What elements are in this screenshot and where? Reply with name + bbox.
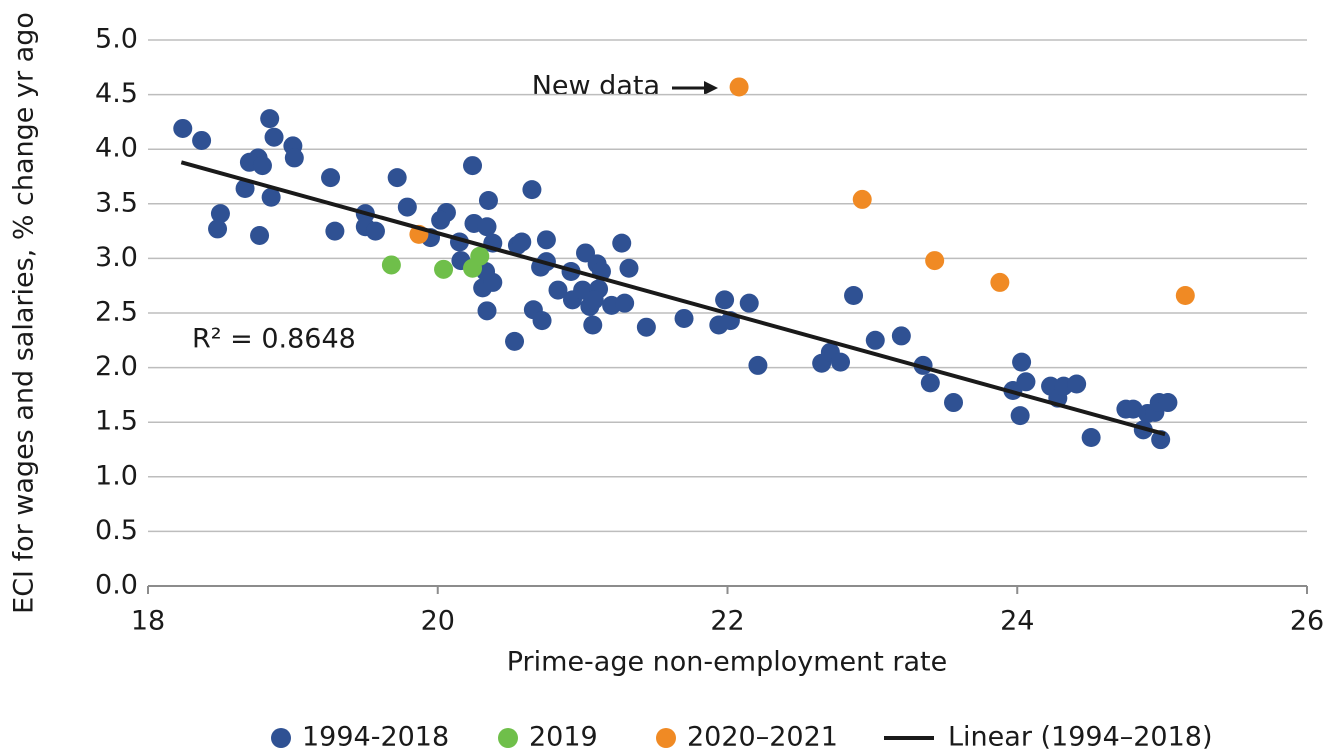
point: [477, 301, 497, 321]
point: [1012, 352, 1032, 372]
point: [1151, 430, 1171, 450]
y-tick-label: 2.5: [95, 297, 138, 328]
legend-label: 2019: [529, 722, 598, 753]
y-tick-label: 4.5: [95, 78, 138, 109]
y-tick-label: 3.0: [95, 242, 138, 273]
point: [865, 330, 885, 350]
legend-label: 2020–2021: [687, 722, 838, 753]
point: [739, 293, 759, 313]
point: [235, 179, 255, 199]
x-tick-label: 22: [710, 606, 744, 637]
point: [1158, 393, 1178, 413]
point: [925, 251, 945, 271]
point: [505, 331, 525, 351]
trendline: [180, 160, 1166, 437]
x-tick-label: 26: [1290, 606, 1324, 637]
point: [1175, 286, 1195, 306]
point: [477, 217, 497, 237]
point: [831, 352, 851, 372]
point: [1016, 372, 1036, 392]
y-tick-label: 0.0: [95, 570, 138, 601]
y-tick-label: 2.0: [95, 351, 138, 382]
point: [636, 317, 656, 337]
annotation: R² = 0.8648: [192, 324, 356, 355]
point: [431, 210, 451, 230]
x-tick-label: 20: [421, 606, 455, 637]
y-tick-label: 3.5: [95, 187, 138, 218]
legend-marker: [498, 728, 518, 748]
point: [210, 204, 230, 224]
point: [674, 308, 694, 328]
point: [536, 230, 556, 250]
point: [1067, 374, 1087, 394]
legend-label: 1994-2018: [302, 722, 449, 753]
point: [387, 168, 407, 188]
point: [990, 272, 1010, 292]
x-tick-label: 18: [131, 606, 165, 637]
point: [252, 156, 272, 176]
point: [173, 118, 193, 138]
legend-marker: [271, 728, 291, 748]
point: [612, 233, 632, 253]
x-axis-label: Prime-age non-employment rate: [507, 647, 948, 678]
point: [260, 109, 280, 129]
y-tick-label: 5.0: [95, 24, 138, 55]
point: [748, 355, 768, 375]
legend-label: Linear (1994–2018): [948, 722, 1213, 753]
point: [715, 290, 735, 310]
y-axis-label: ECI for wages and salaries, % change yr …: [9, 12, 40, 614]
point: [920, 373, 940, 393]
point: [250, 225, 270, 245]
point: [284, 148, 304, 168]
point: [365, 221, 385, 241]
point: [1010, 406, 1030, 426]
y-tick-label: 1.5: [95, 406, 138, 437]
point: [397, 197, 417, 217]
point: [463, 156, 483, 176]
point: [844, 286, 864, 306]
point: [483, 272, 503, 292]
y-tick-label: 1.0: [95, 460, 138, 491]
point: [478, 191, 498, 211]
y-tick-label: 4.0: [95, 133, 138, 164]
point: [321, 168, 341, 188]
point: [891, 326, 911, 346]
point: [532, 311, 552, 331]
point: [729, 77, 749, 97]
point: [470, 246, 490, 266]
point: [381, 255, 401, 275]
point: [583, 315, 603, 335]
point: [325, 221, 345, 241]
point: [512, 232, 532, 252]
point: [1081, 427, 1101, 447]
y-tick-label: 0.5: [95, 515, 138, 546]
legend-marker: [656, 728, 676, 748]
x-tick-label: 24: [1000, 606, 1034, 637]
point: [615, 293, 635, 313]
annotation-arrowhead: [704, 81, 718, 95]
point: [522, 180, 542, 200]
point: [208, 219, 228, 239]
annotation: New data: [532, 71, 660, 102]
point: [434, 259, 454, 279]
point: [619, 258, 639, 278]
point: [192, 130, 212, 150]
point: [548, 280, 568, 300]
point: [944, 393, 964, 413]
point: [264, 127, 284, 147]
point: [261, 187, 281, 207]
point: [1123, 399, 1143, 419]
point: [852, 189, 872, 209]
point: [584, 290, 604, 310]
